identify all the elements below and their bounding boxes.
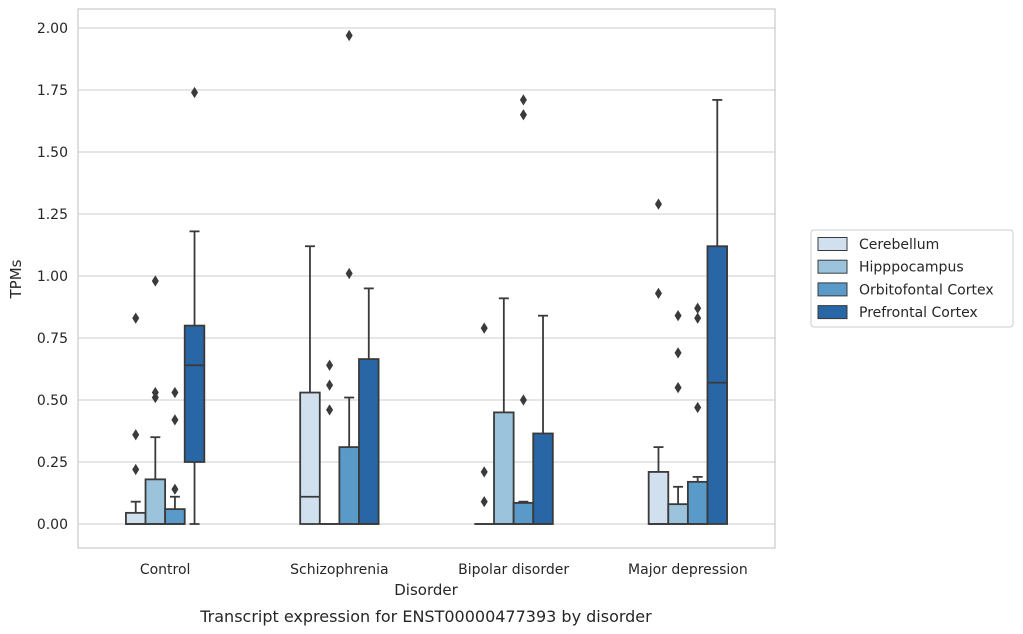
box-prefrontal-cortex bbox=[183, 86, 206, 525]
outlier-marker bbox=[191, 86, 199, 99]
x-tick-label: Bipolar disorder bbox=[458, 562, 569, 578]
outlier-marker bbox=[654, 287, 662, 299]
outlier-marker bbox=[326, 379, 334, 391]
x-tick-labels: Control Schizophrenia Bipolar disorder Majo… bbox=[140, 562, 748, 578]
box-orbitofontal-cortex bbox=[512, 94, 535, 525]
legend-frame bbox=[810, 229, 1014, 328]
x-tick-label: Major depression bbox=[628, 562, 748, 578]
outlier-marker bbox=[345, 29, 353, 42]
box-body bbox=[532, 432, 554, 525]
outlier-marker bbox=[694, 401, 702, 414]
box-prefrontal-cortex bbox=[706, 99, 728, 525]
outlier-marker bbox=[480, 496, 488, 508]
x-axis-label: Disorder bbox=[394, 581, 458, 599]
outlier-marker bbox=[132, 312, 140, 324]
outlier-marker bbox=[132, 463, 140, 476]
box-hipppocampus bbox=[667, 310, 689, 525]
y-tick-label: 0.25 bbox=[37, 455, 68, 471]
legend: Cerebellum Hipppocampus Orbitofontal Corte… bbox=[810, 229, 1014, 328]
x-tick-label: Schizophrenia bbox=[290, 562, 388, 578]
legend-label: Cerebellum bbox=[859, 237, 939, 253]
legend-swatch bbox=[817, 259, 848, 274]
x-tick-label: Control bbox=[140, 562, 191, 578]
outlier-marker bbox=[674, 310, 682, 322]
outlier-marker bbox=[480, 466, 488, 478]
outlier-marker bbox=[519, 394, 527, 406]
y-tick-label: 0.00 bbox=[37, 517, 68, 533]
outlier-marker bbox=[674, 381, 682, 394]
box-body bbox=[299, 391, 321, 525]
box-prefrontal-cortex bbox=[532, 314, 554, 525]
outlier-marker bbox=[694, 302, 702, 314]
y-tick-label: 0.75 bbox=[37, 331, 68, 347]
legend-swatch bbox=[817, 282, 848, 297]
box-body bbox=[647, 471, 670, 525]
box-hipppocampus bbox=[144, 275, 167, 525]
outlier-marker bbox=[132, 429, 140, 441]
legend-label: Hipppocampus bbox=[859, 260, 964, 276]
y-tick-label: 1.50 bbox=[37, 145, 68, 161]
y-tick-label: 0.50 bbox=[37, 393, 68, 409]
boxes bbox=[125, 29, 728, 525]
box-hipppocampus bbox=[319, 359, 340, 525]
box-hipppocampus bbox=[493, 297, 515, 525]
y-tick-label: 1.00 bbox=[37, 269, 68, 285]
box-body bbox=[358, 358, 380, 525]
outlier-marker bbox=[326, 404, 334, 416]
box-body bbox=[512, 502, 535, 525]
outlier-marker bbox=[519, 94, 527, 106]
box-body bbox=[706, 245, 728, 525]
box-body bbox=[667, 503, 689, 525]
y-axis-label: TPMs bbox=[7, 259, 25, 299]
box-body bbox=[183, 324, 206, 463]
box-orbitofontal-cortex bbox=[164, 386, 186, 525]
outlier-marker bbox=[151, 386, 159, 399]
box-body bbox=[493, 411, 515, 525]
box-body bbox=[338, 446, 360, 525]
figure-caption: Transcript expression for ENST0000047739… bbox=[199, 607, 652, 626]
legend-swatch bbox=[817, 305, 848, 320]
outlier-marker bbox=[654, 198, 662, 210]
y-tick-label: 1.75 bbox=[37, 83, 68, 99]
outlier-marker bbox=[480, 322, 488, 334]
box-cerebellum bbox=[647, 198, 670, 525]
outlier-marker bbox=[171, 414, 179, 426]
legend-label: Orbitofontal Cortex bbox=[859, 282, 994, 298]
box-body bbox=[144, 478, 167, 525]
outlier-marker bbox=[171, 483, 179, 495]
box-prefrontal-cortex bbox=[358, 287, 380, 525]
y-tick-label: 2.00 bbox=[37, 21, 68, 37]
outlier-marker bbox=[519, 109, 527, 121]
outlier-marker bbox=[674, 347, 682, 359]
y-tick-label: 1.25 bbox=[37, 207, 68, 223]
box-body bbox=[164, 508, 186, 525]
box-body bbox=[125, 511, 147, 525]
outlier-marker bbox=[345, 267, 353, 280]
plot-frame bbox=[77, 8, 776, 549]
legend-label: Prefrontal Cortex bbox=[859, 305, 978, 321]
outlier-marker bbox=[326, 359, 334, 371]
outlier-marker bbox=[151, 275, 159, 287]
box-cerebellum bbox=[299, 245, 321, 525]
outlier-marker bbox=[171, 386, 179, 399]
outlier-marker bbox=[694, 312, 702, 324]
box-body bbox=[686, 480, 709, 525]
box-cerebellum bbox=[474, 322, 495, 525]
box-cerebellum bbox=[125, 312, 147, 525]
y-tick-labels: 0.00 0.25 0.50 0.75 1.00 1.25 1.50 1.75 2.00 bbox=[37, 21, 68, 533]
legend-swatch bbox=[817, 237, 848, 251]
